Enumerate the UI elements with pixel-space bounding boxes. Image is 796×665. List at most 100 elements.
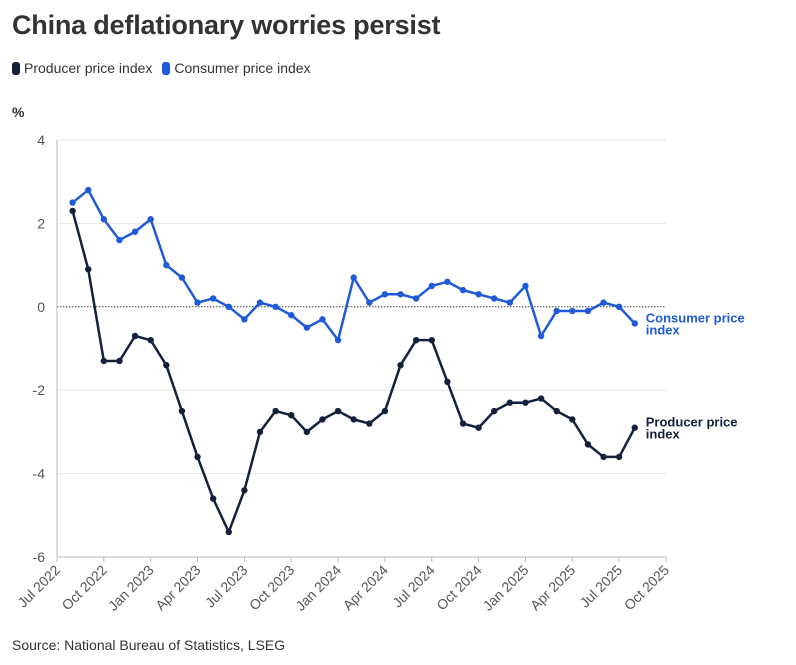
data-point-ppi: [569, 416, 576, 423]
series-line-ppi: [71, 210, 636, 534]
data-point-ppi: [381, 407, 389, 415]
data-point-cpi: [631, 320, 638, 327]
x-tick-label: Jul 2024: [389, 562, 438, 611]
data-point-cpi: [366, 299, 373, 306]
data-point-cpi: [194, 299, 201, 306]
data-point-ppi: [100, 357, 108, 365]
end-label-ppi: Producer price: [646, 415, 738, 430]
data-point-cpi: [553, 307, 560, 315]
end-label-ppi: index: [646, 427, 681, 442]
data-point-ppi: [459, 420, 467, 427]
data-point-ppi: [600, 453, 607, 461]
x-tick-label: Apr 2024: [340, 562, 392, 614]
legend-item-cpi: Consumer price index: [162, 60, 311, 76]
data-point-ppi: [194, 453, 201, 461]
legend-item-ppi: Producer price index: [12, 60, 152, 76]
data-point-ppi: [537, 395, 545, 402]
y-axis-unit: %: [12, 104, 25, 120]
data-point-ppi: [615, 453, 623, 461]
data-point-cpi: [537, 332, 545, 340]
x-tick-label: Oct 2025: [621, 562, 673, 614]
x-tick-label: Apr 2025: [527, 562, 579, 614]
x-tick-label: Jan 2024: [292, 562, 344, 614]
data-point-ppi: [131, 332, 139, 340]
data-point-cpi: [116, 236, 123, 244]
data-point-ppi: [69, 207, 76, 215]
data-point-ppi: [522, 399, 529, 406]
data-point-ppi: [334, 407, 342, 415]
legend-label-cpi: Consumer price index: [174, 60, 311, 76]
x-tick-label: Jul 2023: [202, 562, 251, 611]
data-point-ppi: [209, 495, 217, 502]
data-point-ppi: [350, 416, 357, 423]
x-tick-label: Jul 2025: [577, 562, 626, 611]
y-tick-label: -6: [33, 549, 46, 565]
data-point-ppi: [178, 407, 186, 415]
y-tick-label: 0: [37, 299, 45, 315]
data-point-cpi: [428, 282, 435, 290]
data-point-ppi: [116, 357, 123, 365]
data-point-cpi: [506, 299, 514, 306]
data-point-cpi: [163, 261, 170, 269]
data-point-cpi: [272, 303, 279, 310]
data-point-ppi: [85, 266, 92, 273]
data-point-ppi: [163, 361, 170, 369]
data-point-cpi: [241, 316, 248, 323]
data-point-cpi: [225, 303, 232, 310]
y-tick-label: 4: [37, 132, 45, 148]
data-point-cpi: [334, 336, 342, 344]
x-tick-label: Jul 2022: [14, 562, 63, 611]
end-label-cpi: index: [646, 322, 681, 337]
data-point-cpi: [319, 316, 326, 323]
data-point-ppi: [584, 441, 592, 448]
legend-label-ppi: Producer price index: [24, 60, 153, 76]
series-line-cpi: [71, 188, 636, 342]
legend: Producer price index Consumer price inde…: [12, 60, 311, 76]
data-point-ppi: [288, 412, 295, 419]
data-point-cpi: [459, 286, 467, 294]
data-point-cpi: [444, 278, 451, 285]
x-tick-label: Oct 2024: [433, 562, 485, 614]
data-point-ppi: [241, 487, 248, 494]
legend-swatch-ppi: [12, 61, 20, 75]
data-point-cpi: [381, 291, 389, 298]
data-point-cpi: [569, 307, 576, 315]
data-point-ppi: [491, 407, 498, 415]
data-point-cpi: [85, 186, 92, 194]
y-tick-label: 2: [37, 215, 45, 231]
data-point-cpi: [69, 199, 76, 206]
data-point-ppi: [444, 378, 451, 386]
x-tick-label: Oct 2022: [58, 562, 110, 614]
x-tick-label: Oct 2023: [246, 562, 298, 614]
data-point-cpi: [412, 295, 420, 302]
chart-title: China deflationary worries persist: [12, 10, 441, 40]
data-point-ppi: [272, 407, 279, 415]
data-point-ppi: [428, 336, 435, 344]
data-point-ppi: [475, 424, 482, 431]
source-note: Source: National Bureau of Statistics, L…: [12, 637, 286, 653]
data-point-ppi: [366, 420, 373, 427]
data-point-ppi: [553, 407, 560, 415]
end-label-cpi: Consumer price: [646, 310, 745, 325]
data-point-cpi: [303, 324, 311, 331]
x-tick-label: Apr 2023: [152, 562, 204, 614]
data-point-cpi: [100, 216, 108, 223]
data-point-ppi: [397, 361, 404, 369]
x-tick-label: Jan 2025: [480, 562, 532, 614]
data-point-cpi: [350, 274, 357, 281]
data-point-cpi: [256, 299, 264, 306]
data-point-cpi: [584, 307, 592, 315]
data-point-ppi: [412, 336, 420, 344]
data-point-cpi: [178, 274, 186, 281]
data-point-ppi: [631, 424, 638, 431]
y-tick-label: -2: [33, 382, 46, 398]
data-point-cpi: [522, 282, 529, 290]
data-point-cpi: [475, 291, 482, 298]
data-point-cpi: [600, 299, 607, 306]
data-point-ppi: [225, 528, 232, 536]
data-point-ppi: [506, 399, 514, 406]
x-tick-label: Jan 2023: [105, 562, 157, 614]
data-point-cpi: [131, 228, 139, 235]
data-point-ppi: [256, 428, 264, 436]
